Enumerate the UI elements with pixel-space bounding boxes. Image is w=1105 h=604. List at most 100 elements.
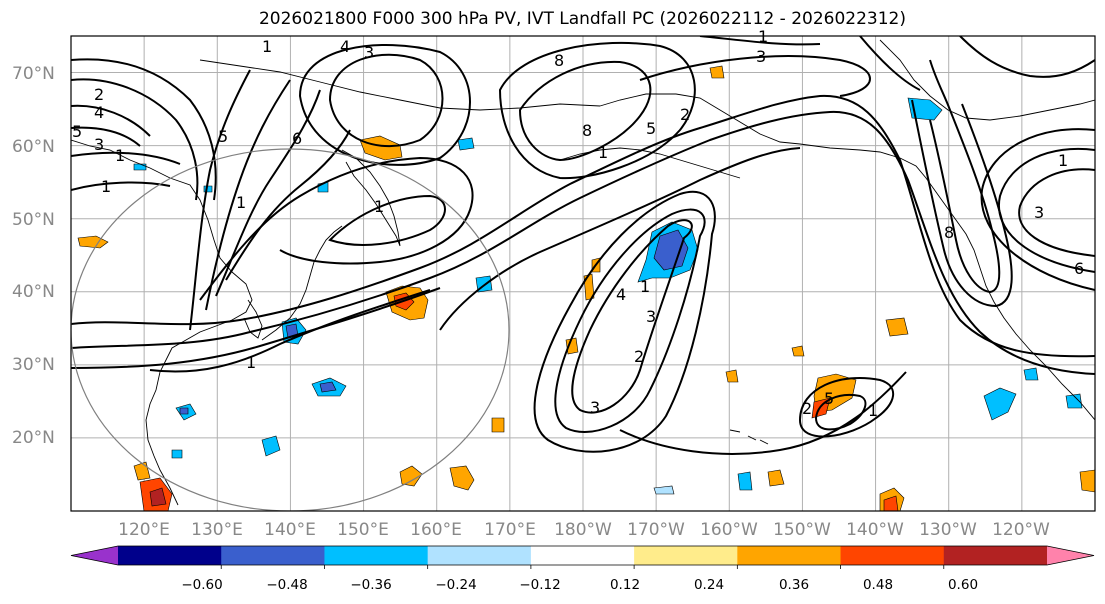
contour-label: 4 — [340, 37, 350, 56]
map-title: 2026021800 F000 300 hPa PV, IVT Landfall… — [258, 9, 906, 29]
contour-line — [71, 151, 181, 165]
contour-line — [498, 41, 696, 180]
contour-label: 1 — [262, 37, 272, 56]
longitude-labels: 120°E 130°E 140°E 150°E 160°E 170°E 180°… — [118, 520, 1050, 540]
contour-label: 8 — [554, 51, 564, 70]
contour-label: 1 — [236, 193, 246, 212]
contour-line — [199, 156, 474, 301]
pv-patch — [983, 387, 1017, 421]
pv-patch — [737, 471, 753, 491]
contour-label: 5 — [218, 127, 228, 146]
pv-patch — [319, 381, 337, 393]
contour-line — [189, 69, 251, 331]
contour-label: 8 — [944, 223, 954, 242]
contour-label: 4 — [94, 103, 104, 122]
pv-patch — [149, 487, 167, 507]
contour-line — [533, 191, 716, 453]
pv-contours — [71, 36, 1095, 455]
contour-label: 1 — [101, 177, 111, 196]
contour-label: 5 — [824, 389, 834, 408]
contour-line — [439, 147, 801, 331]
colorbar — [70, 545, 1095, 569]
contour-label: 3 — [646, 307, 656, 326]
pv-patch — [767, 469, 785, 487]
contour-label: 1 — [1058, 151, 1068, 170]
contour-line — [859, 36, 921, 91]
contour-line — [619, 371, 907, 455]
colorbar-tick-label: −0.60 — [181, 577, 222, 593]
contour-label: 3 — [590, 398, 600, 417]
lon-label: 140°E — [264, 520, 316, 540]
contour-label: 3 — [94, 135, 104, 154]
contour-line — [71, 94, 1095, 358]
contour-label: 1 — [868, 401, 878, 420]
lon-label: 180°W — [554, 520, 612, 540]
contour-label: 1 — [115, 146, 125, 165]
contour-label: 8 — [582, 121, 592, 140]
contour-line — [639, 55, 871, 97]
contour-line — [798, 376, 894, 438]
contour-label: 2 — [634, 347, 644, 366]
lon-label: 130°W — [919, 520, 977, 540]
coastline-siberia — [199, 59, 601, 111]
colorbar-extension-low — [71, 546, 118, 565]
lon-label: 130°E — [191, 520, 243, 540]
lat-label: 40°N — [12, 282, 55, 302]
contour-label: 4 — [616, 285, 626, 304]
pv-patch — [653, 229, 689, 271]
contour-label: 1 — [640, 277, 650, 296]
contour-labels: 1 1 2 4 5 3 1 1 5 1 6 4 1 3 3 1 2 3 8 8 … — [72, 27, 1084, 420]
colorbar-swatch — [221, 546, 325, 565]
pv-patch — [885, 317, 909, 337]
contour-line — [71, 104, 151, 137]
colorbar-swatch — [324, 546, 429, 565]
contour-label: 1 — [246, 353, 256, 372]
lon-label: 160°W — [700, 520, 758, 540]
pv-patch — [261, 435, 281, 457]
lon-label: 150°E — [337, 520, 389, 540]
contour-line — [71, 287, 441, 369]
contour-label: 3 — [1034, 203, 1044, 222]
contour-label: 2 — [94, 85, 104, 104]
pv-patch — [791, 345, 805, 357]
pv-patch — [883, 495, 899, 511]
contour-line — [71, 78, 199, 201]
colorbar-tick-label: 0.24 — [694, 577, 724, 593]
contour-line — [225, 129, 351, 281]
contour-line — [959, 36, 1095, 78]
coastline-asia — [71, 139, 253, 506]
pv-patch — [709, 65, 725, 79]
colorbar-swatch — [737, 546, 842, 565]
colorbar-tick-label: −0.12 — [519, 577, 560, 593]
colorbar-extension-high — [1047, 546, 1094, 565]
contour-line — [149, 289, 431, 373]
colorbar-tick-label: 0.60 — [948, 577, 978, 593]
contour-line — [571, 219, 693, 414]
colorbar-swatch — [427, 546, 532, 565]
colorbar-outline — [70, 545, 1095, 566]
contour-line — [1018, 168, 1095, 257]
contour-label: 5 — [646, 119, 656, 138]
contour-label: 1 — [598, 143, 608, 162]
colorbar-tick-label: 0.12 — [610, 577, 640, 593]
coastline-korea — [243, 299, 263, 339]
pv-patch — [1079, 469, 1095, 493]
colorbar-swatch — [118, 546, 222, 565]
pv-patch — [449, 465, 475, 491]
contour-label: 1 — [374, 197, 384, 216]
contour-line — [71, 110, 1095, 375]
contour-line — [929, 59, 1001, 294]
contour-label: 2 — [802, 399, 812, 418]
colorbar-swatch — [530, 546, 635, 565]
lon-label: 120°E — [118, 520, 170, 540]
colorbar-tick-label: −0.48 — [266, 577, 307, 593]
contour-line — [997, 147, 1095, 273]
contour-label: 5 — [72, 122, 82, 141]
pv-patch — [1023, 367, 1039, 381]
map-frame — [70, 35, 1096, 512]
colorbar-swatch — [634, 546, 738, 565]
colorbar-swatch — [840, 546, 945, 565]
coastline-japan — [261, 225, 343, 341]
lat-label: 70°N — [12, 64, 55, 84]
